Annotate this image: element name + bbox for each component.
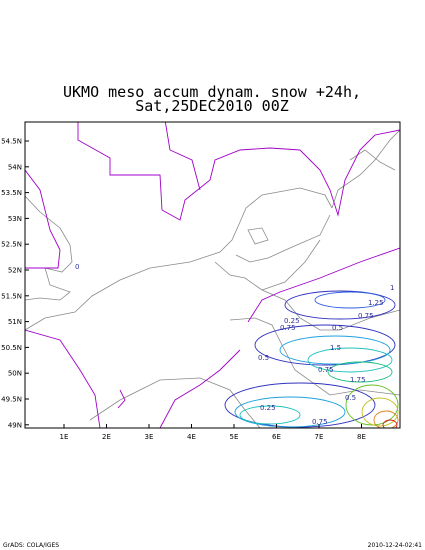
contour-label: 1.25 xyxy=(368,299,384,307)
contour-label: 0.25 xyxy=(260,404,276,412)
title: UKMO meso accum dynam. snow +24h, xyxy=(63,83,361,101)
lat-label: 51.5N xyxy=(1,292,22,300)
lon-label: 7E xyxy=(315,433,324,441)
lon-label: 2E xyxy=(102,433,111,441)
lat-label: 53N xyxy=(8,215,22,223)
map-frame xyxy=(24,121,401,429)
lon-label: 3E xyxy=(145,433,154,441)
lat-label: 49N xyxy=(8,421,22,429)
contour-label: 0 xyxy=(75,263,79,271)
lon-label: 6E xyxy=(272,433,281,441)
contour-label: 0.75 xyxy=(280,324,296,332)
footer-left: GrADS: COLA/IGES xyxy=(3,542,59,549)
lat-label: 54N xyxy=(8,163,22,171)
lat-label: 53.5N xyxy=(1,189,22,197)
lon-label: 4E xyxy=(187,433,196,441)
contour-label: 1.5 xyxy=(330,344,341,352)
lon-label: 5E xyxy=(230,433,239,441)
map-area: 0 0.25 0.75 0.5 1 1.25 0.75 0.5 1.5 0.75… xyxy=(24,121,401,429)
contour-label: 1.75 xyxy=(350,376,366,384)
lat-label: 49.5N xyxy=(1,396,22,404)
lat-label: 50.5N xyxy=(1,344,22,352)
lat-label: 50N xyxy=(8,370,22,378)
lat-label: 52N xyxy=(8,267,22,275)
contour-label: 0.5 xyxy=(345,394,356,402)
title: Sat,25DEC2010 00Z xyxy=(135,97,289,115)
contour-label: 0.75 xyxy=(312,418,328,426)
contour-label: 0.25 xyxy=(284,317,300,325)
lon-label: 8E xyxy=(357,433,366,441)
footer-right: 2010-12-24-02:41 xyxy=(368,542,423,549)
contour-label: 1 xyxy=(390,284,394,292)
contour-label: 0.5 xyxy=(258,354,269,362)
contour-label: 0.75 xyxy=(358,312,374,320)
lat-label: 52.5N xyxy=(1,241,22,249)
lat-label: 54.5N xyxy=(1,138,22,146)
lon-label: 1E xyxy=(60,433,69,441)
lat-label: 51N xyxy=(8,318,22,326)
contour-label: 0.75 xyxy=(318,366,334,374)
contour-label: 0.5 xyxy=(332,324,343,332)
